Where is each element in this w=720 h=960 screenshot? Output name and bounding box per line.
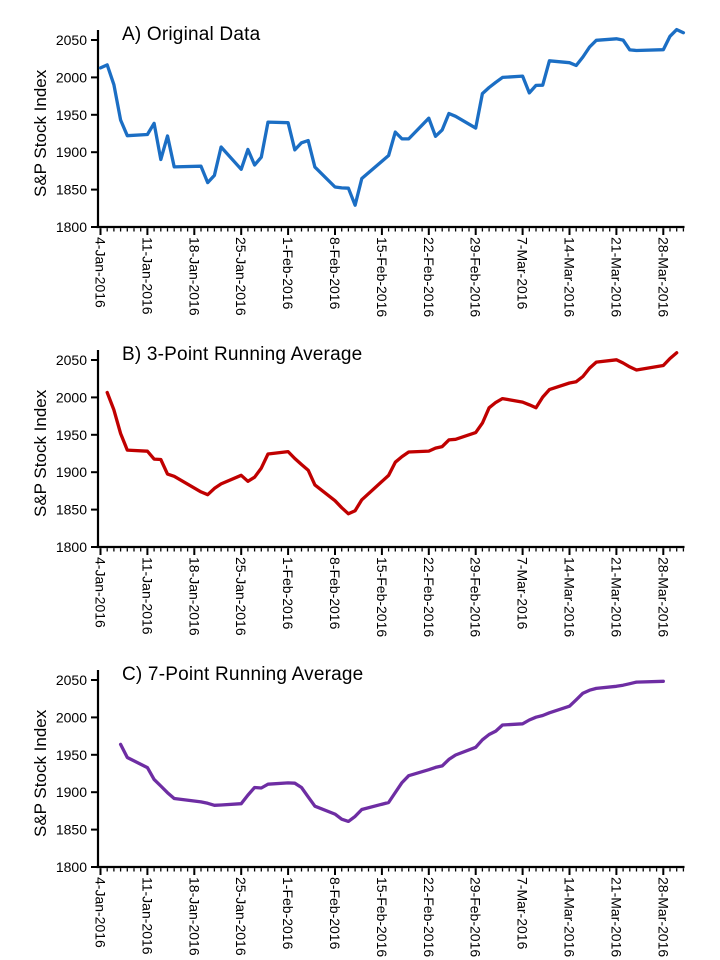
panel-b-y-axis-title: S&P Stock Index bbox=[31, 389, 50, 517]
x-tick-label: 4-Jan-2016 bbox=[93, 557, 109, 628]
line-chart-3-point-average: 1800 1850 1900 1950 2000 2050 4-Jan-2016 11-Jan… bbox=[56, 350, 685, 637]
x-tick-label: 14-Mar-2016 bbox=[562, 557, 578, 637]
x-tick-label: 15-Feb-2016 bbox=[374, 877, 390, 957]
x-tick-label: 8-Feb-2016 bbox=[327, 557, 343, 630]
x-tick-label: 15-Feb-2016 bbox=[374, 237, 390, 317]
y-tick-label: 1900 bbox=[56, 784, 87, 800]
y-tick-label: 1850 bbox=[56, 182, 87, 198]
x-tick-label: 4-Jan-2016 bbox=[93, 237, 109, 308]
x-tick-label: 4-Jan-2016 bbox=[93, 877, 109, 948]
panel-7-point-running-average: 1800 1850 1900 1950 2000 2050 4-Jan-2016 11-Jan… bbox=[0, 640, 720, 960]
x-tick-label: 8-Feb-2016 bbox=[327, 237, 343, 310]
panel-3-point-running-average: 1800 1850 1900 1950 2000 2050 4-Jan-2016 11-Jan… bbox=[0, 320, 720, 640]
x-tick-label: 8-Feb-2016 bbox=[327, 877, 343, 950]
x-tick-label: 14-Mar-2016 bbox=[562, 237, 578, 317]
data-line-c bbox=[118, 679, 665, 824]
x-tick-label: 29-Feb-2016 bbox=[468, 877, 484, 957]
panel-a-title: A) Original Data bbox=[122, 24, 261, 45]
x-tick-label: 11-Jan-2016 bbox=[139, 237, 155, 315]
y-tick-label: 2000 bbox=[56, 389, 87, 405]
y-tick-label: 2050 bbox=[56, 352, 87, 368]
y-tick-label: 2050 bbox=[56, 672, 87, 688]
line-chart-original-data: 1800 1850 1900 1950 2000 2050 4-Jan-2016 11-Jan… bbox=[56, 27, 686, 317]
x-tick-label: 25-Jan-2016 bbox=[233, 877, 249, 956]
y-tick-label: 1800 bbox=[56, 219, 87, 235]
data-line-b bbox=[105, 351, 679, 516]
y-tick-label: 1850 bbox=[56, 502, 87, 518]
panel-b-title: B) 3-Point Running Average bbox=[122, 344, 363, 365]
x-tick-label: 25-Jan-2016 bbox=[233, 237, 249, 316]
x-tick-label: 1-Feb-2016 bbox=[280, 557, 296, 630]
x-tick-label: 22-Feb-2016 bbox=[421, 557, 437, 637]
y-tick-label: 1800 bbox=[56, 859, 87, 875]
y-tick-label: 1850 bbox=[56, 822, 87, 838]
panel-c-y-axis-title: S&P Stock Index bbox=[31, 709, 50, 837]
x-tick-label: 25-Jan-2016 bbox=[233, 557, 249, 636]
x-tick-label: 18-Jan-2016 bbox=[186, 557, 202, 636]
x-tick-label: 18-Jan-2016 bbox=[186, 237, 202, 316]
x-tick-label: 14-Mar-2016 bbox=[562, 877, 578, 957]
y-tick-label: 2000 bbox=[56, 69, 87, 85]
x-tick-label: 29-Feb-2016 bbox=[468, 237, 484, 317]
x-tick-label: 1-Feb-2016 bbox=[280, 237, 296, 310]
x-tick-label: 29-Feb-2016 bbox=[468, 557, 484, 637]
y-tick-label: 1950 bbox=[56, 427, 87, 443]
data-line-a bbox=[98, 27, 686, 207]
x-tick-label: 1-Feb-2016 bbox=[280, 877, 296, 950]
x-tick-label: 22-Feb-2016 bbox=[421, 237, 437, 317]
x-tick-label: 7-Mar-2016 bbox=[515, 877, 531, 950]
y-tick-label: 1800 bbox=[56, 539, 87, 555]
y-tick-label: 1950 bbox=[56, 107, 87, 123]
line-chart-7-point-average: 1800 1850 1900 1950 2000 2050 4-Jan-2016 11-Jan… bbox=[56, 670, 685, 957]
x-tick-label: 21-Mar-2016 bbox=[608, 557, 624, 637]
y-tick-label: 2000 bbox=[56, 709, 87, 725]
x-tick-label: 7-Mar-2016 bbox=[515, 557, 531, 630]
y-tick-label: 1900 bbox=[56, 464, 87, 480]
x-tick-label: 7-Mar-2016 bbox=[515, 237, 531, 310]
y-tick-label: 1950 bbox=[56, 747, 87, 763]
x-tick-label: 28-Mar-2016 bbox=[655, 877, 671, 957]
x-tick-label: 22-Feb-2016 bbox=[421, 877, 437, 957]
y-tick-label: 1900 bbox=[56, 144, 87, 160]
x-tick-label: 15-Feb-2016 bbox=[374, 557, 390, 637]
panel-a-y-axis-title: S&P Stock Index bbox=[31, 69, 50, 197]
x-tick-label: 21-Mar-2016 bbox=[608, 237, 624, 317]
y-tick-label: 2050 bbox=[56, 32, 87, 48]
x-tick-label: 11-Jan-2016 bbox=[139, 877, 155, 955]
x-tick-label: 18-Jan-2016 bbox=[186, 877, 202, 956]
x-tick-label: 28-Mar-2016 bbox=[655, 237, 671, 317]
panel-c-title: C) 7-Point Running Average bbox=[122, 664, 364, 685]
panel-original-data: 1800 1850 1900 1950 2000 2050 4-Jan-2016 11-Jan… bbox=[0, 0, 720, 320]
x-tick-label: 21-Mar-2016 bbox=[608, 877, 624, 957]
x-tick-label: 28-Mar-2016 bbox=[655, 557, 671, 637]
x-tick-label: 11-Jan-2016 bbox=[139, 557, 155, 635]
